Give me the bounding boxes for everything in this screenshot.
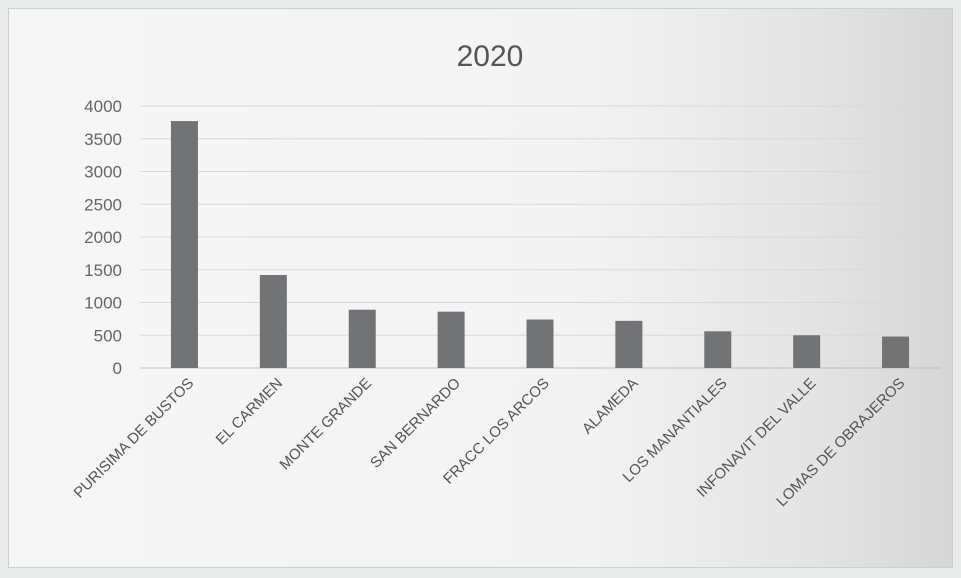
y-tick-label: 1000: [84, 294, 122, 313]
y-tick-label: 4000: [84, 97, 122, 116]
y-tick-label: 3000: [84, 163, 122, 182]
x-tick-label: PURISIMA DE BUSTOS: [71, 375, 198, 502]
x-tick-label: SAN BERNARDO: [367, 375, 464, 472]
bar: [704, 331, 732, 368]
x-tick-label: EL CARMEN: [213, 375, 287, 449]
bar: [882, 336, 910, 368]
y-tick-label: 500: [94, 326, 122, 345]
bar: [526, 319, 554, 368]
bar: [793, 335, 821, 368]
x-tick-label: ALAMEDA: [579, 375, 642, 438]
bars: [170, 121, 910, 368]
y-tick-label: 2000: [84, 228, 122, 247]
y-tick-label: 3500: [84, 130, 122, 149]
bar: [615, 320, 643, 368]
x-tick-label: MONTE GRANDE: [276, 375, 375, 474]
bar: [348, 309, 376, 368]
bar: [170, 121, 198, 368]
y-tick-label: 1500: [84, 261, 122, 280]
y-axis: 0 500 1000 1500 2000 2500 3000 3500 4000: [84, 97, 122, 378]
chart-area: [8, 8, 953, 568]
y-tick-label: 2500: [84, 195, 122, 214]
chart-title: 2020: [457, 40, 524, 73]
bar: [259, 274, 287, 368]
bar: [437, 311, 465, 368]
y-tick-label: 0: [113, 359, 122, 378]
